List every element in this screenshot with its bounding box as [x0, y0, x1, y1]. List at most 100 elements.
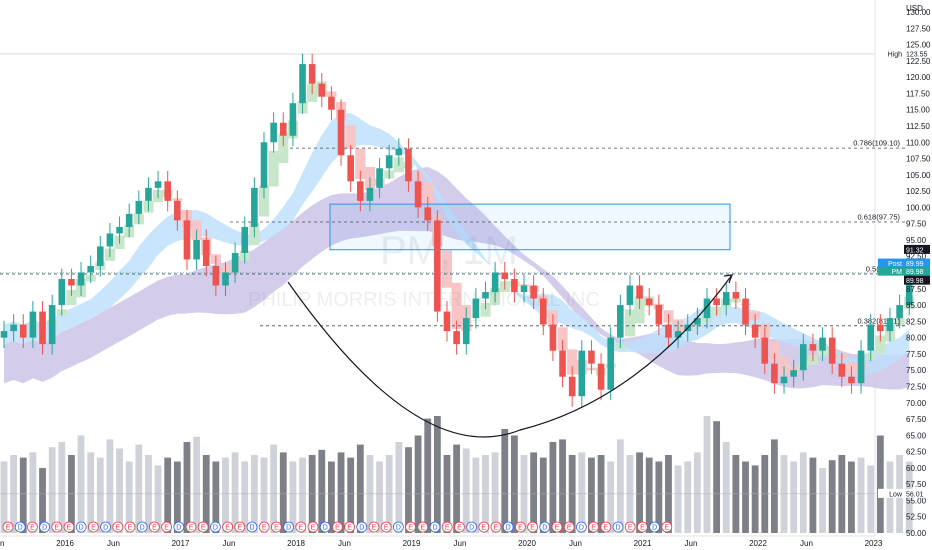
dividend-marker [283, 521, 295, 533]
volume-bar [645, 457, 653, 533]
candle-body [328, 96, 335, 110]
price-tick-label: 70.00 [906, 399, 927, 408]
candle-body [58, 279, 66, 306]
volume-bar [828, 460, 836, 533]
price-tick-label: 82.50 [906, 317, 927, 326]
fib-level-label: 0.618(97.75) [857, 213, 900, 222]
price-tag-value: 56.01 [906, 491, 924, 498]
marker-letter: E [481, 525, 486, 532]
resistance-rectangle[interactable] [329, 203, 731, 251]
volume-bar [29, 452, 37, 533]
volume-bar [164, 457, 172, 533]
chart-gridlines [0, 0, 876, 537]
marker-letter: D [103, 525, 108, 532]
candle-body [472, 298, 480, 319]
price-tick-label: 112.50 [906, 122, 930, 131]
marker-letter: D [542, 525, 547, 532]
candle-body [645, 298, 653, 306]
price-tag-value: 91.32 [906, 247, 924, 254]
candle-body [145, 187, 152, 201]
price-tick-label: 87.50 [906, 285, 927, 294]
candle-body [703, 298, 711, 319]
price-tick-label: 72.50 [906, 382, 927, 391]
marker-letter: D [140, 525, 145, 532]
earnings-marker [295, 521, 307, 533]
candle-body [29, 311, 37, 338]
candle-body [395, 148, 403, 156]
marker-letter: D [286, 525, 291, 532]
earnings-marker [27, 521, 38, 533]
marker-letter: E [201, 525, 206, 532]
volume-bar [693, 452, 701, 533]
candle-body [761, 337, 769, 364]
candle-body [694, 318, 701, 325]
candle-body [713, 298, 720, 306]
price-tag-value: 89.98 [906, 269, 924, 276]
volume-bar [510, 435, 518, 533]
time-tick-label: 2018 [287, 539, 305, 548]
volume-bar [790, 461, 798, 533]
marker-letter: D [469, 525, 474, 532]
dividend-marker [14, 521, 26, 533]
earnings-marker [258, 521, 270, 533]
candle-body [385, 155, 393, 169]
marker-letter: E [445, 525, 450, 532]
dividend-marker [539, 521, 551, 533]
candle-body [453, 331, 460, 345]
volume-bar [549, 442, 557, 533]
earnings-marker [417, 521, 429, 533]
price-tag-label-bg [878, 266, 904, 276]
price-tag-value-bg [904, 49, 930, 59]
price-tick-label: 92.50 [906, 252, 927, 261]
candle-body [212, 265, 220, 286]
volume-bar [106, 439, 114, 533]
volume-bar [154, 465, 162, 533]
volume-bar [222, 457, 229, 533]
marker-letter: E [555, 525, 560, 532]
volume-bar [713, 421, 721, 533]
cup-curve[interactable] [287, 274, 733, 438]
price-tick-label: 97.50 [906, 220, 927, 229]
volume-bar [289, 461, 297, 533]
long-ma-ribbon [4, 166, 910, 390]
resistance-box[interactable] [329, 203, 731, 251]
candle-body [0, 331, 8, 338]
time-tick-label: 2022 [749, 539, 767, 548]
marker-letter: D [249, 525, 254, 532]
volume-bar [279, 452, 287, 533]
candle-body [838, 363, 846, 377]
candle-body [501, 272, 509, 280]
price-tag-label-bg [878, 258, 904, 268]
marker-letter: D [652, 525, 657, 532]
marker-letter: E [384, 525, 389, 532]
marker-letter: E [152, 525, 157, 532]
earnings-marker [148, 521, 160, 533]
earnings-marker [405, 521, 417, 533]
candle-body [289, 103, 297, 136]
marker-letter: D [396, 525, 401, 532]
volume-bar [539, 457, 547, 533]
dividend-marker [246, 521, 258, 533]
marker-letter: E [274, 525, 279, 532]
earnings-marker [234, 521, 246, 533]
time-tick-label: 2019 [403, 539, 421, 548]
cup-pattern-arc[interactable] [287, 274, 733, 438]
volume-bar [462, 448, 470, 533]
price-tick-label: 95.00 [906, 236, 927, 245]
price-tag-value: 123.55 [906, 52, 928, 59]
price-tick-label: 110.00 [906, 138, 930, 147]
time-axis[interactable]: Jun 2016 Jun 2017 Jun 2018 Jun 2019 Jun 2020 Jun 20… [0, 539, 883, 548]
volume-bar [453, 444, 461, 533]
volume-bar [183, 442, 191, 533]
candle-body [559, 350, 566, 377]
volume-bar [96, 457, 104, 533]
candle-body [607, 337, 614, 390]
marker-letter: D [579, 525, 584, 532]
dividend-marker [466, 521, 478, 533]
price-tick-label: 130.00 [906, 8, 931, 17]
price-tick-label: 77.50 [906, 350, 927, 359]
marker-letter: E [30, 525, 35, 532]
earnings-marker [88, 521, 99, 533]
